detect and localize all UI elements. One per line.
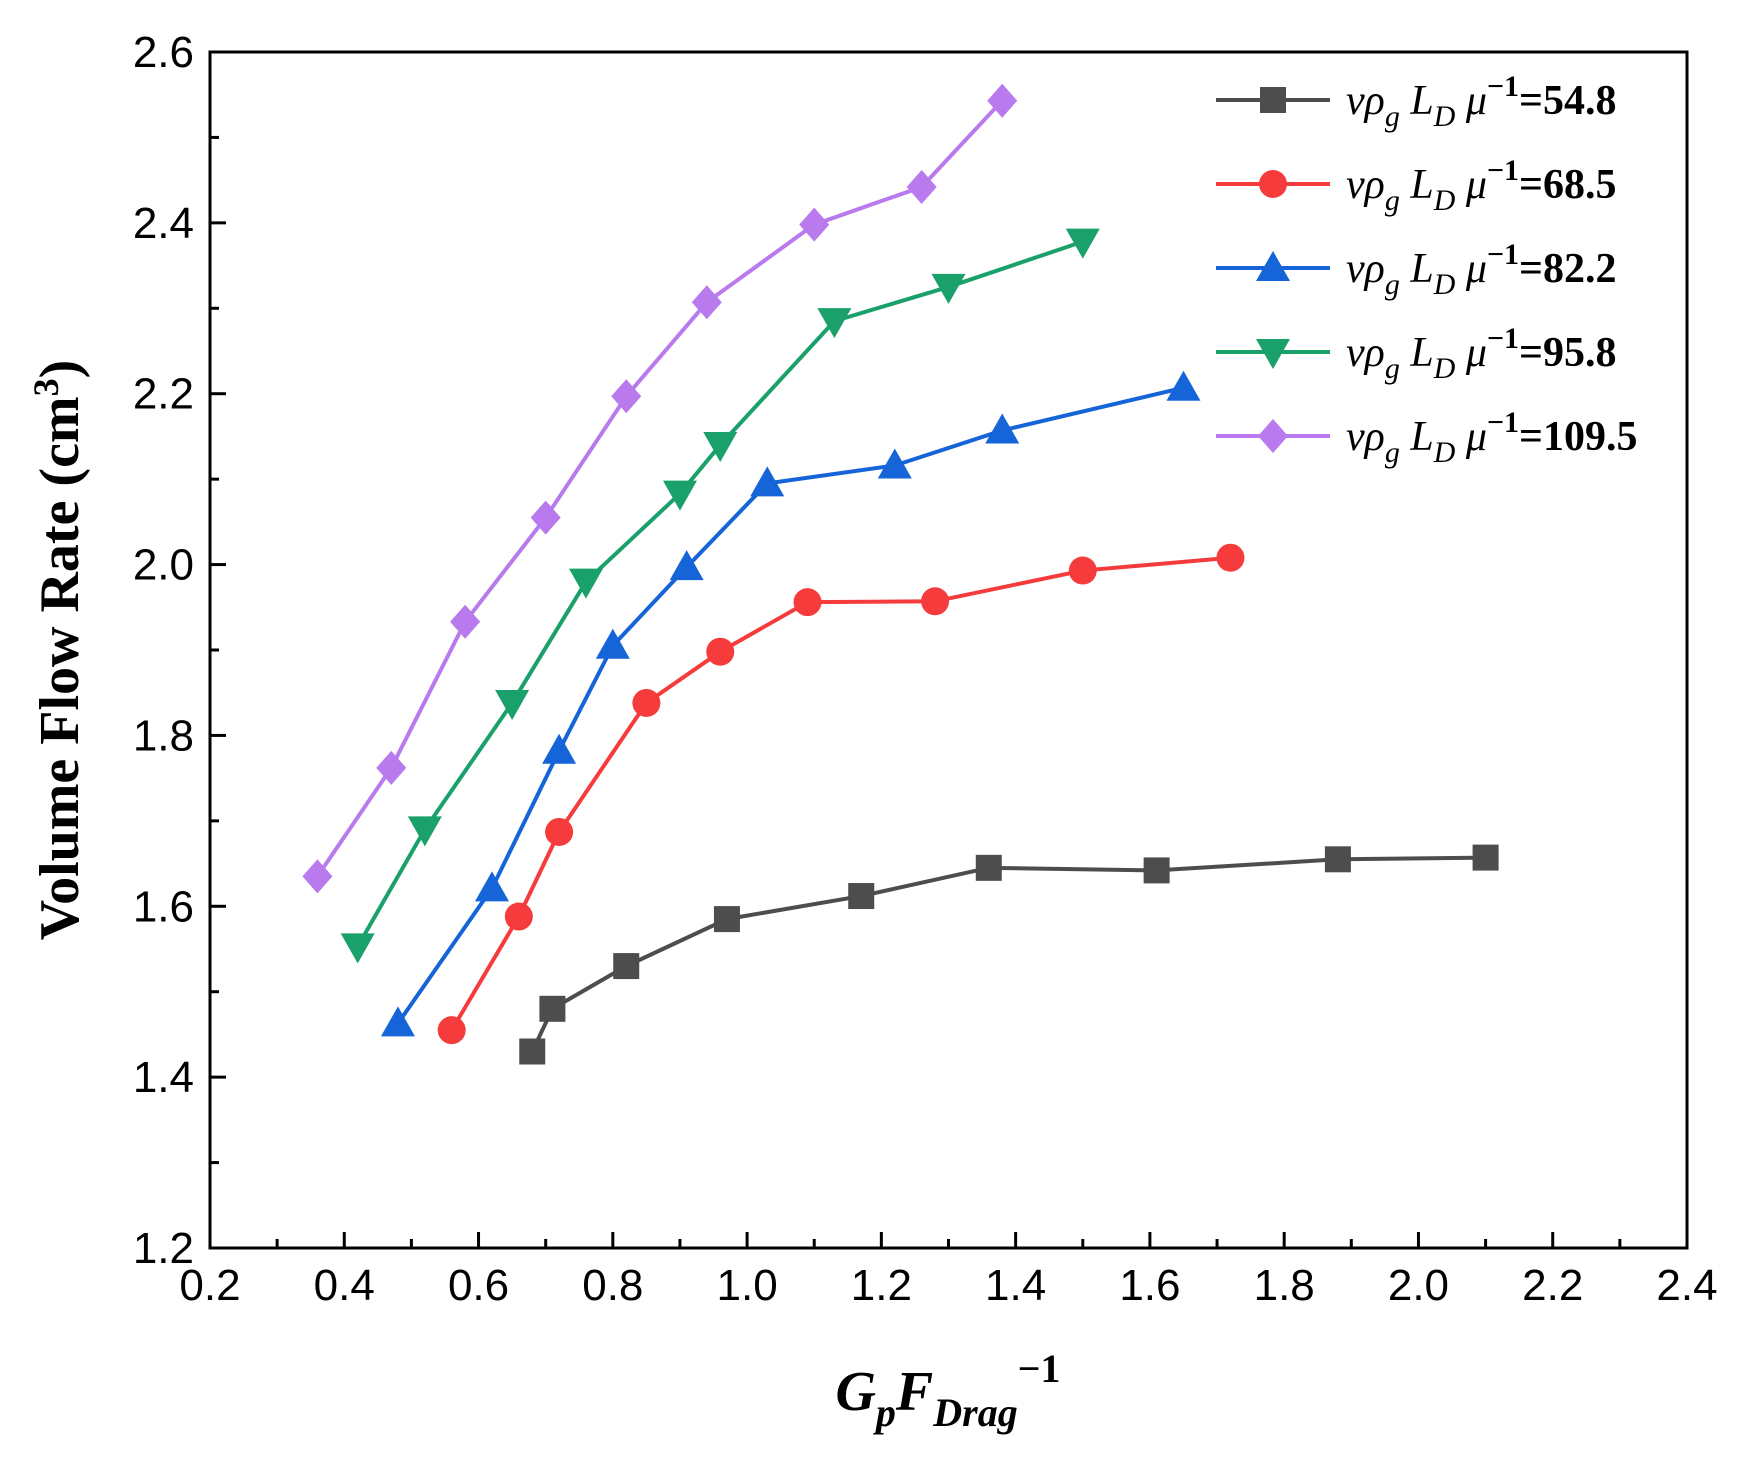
x-tick-label: 2.4 (1656, 1261, 1717, 1310)
series-line (449, 555, 1231, 1032)
data-point (376, 750, 407, 785)
data-point (1472, 844, 1499, 871)
x-tick-label: 0.8 (582, 1261, 643, 1310)
data-point (931, 273, 966, 304)
y-tick-labels: 1.2 1.4 1.6 1.8 2.0 2.2 2.4 2.6 (133, 28, 194, 1273)
series-line (530, 855, 1486, 1053)
data-point (539, 995, 566, 1022)
data-point (613, 953, 640, 980)
data-point (542, 733, 577, 764)
y-tick-label: 2.0 (133, 541, 194, 590)
data-point (530, 500, 561, 535)
y-tick-label: 2.4 (133, 199, 194, 248)
legend-label: vρg LD μ−1=109.5 (1346, 406, 1637, 469)
data-point (906, 169, 937, 204)
legend-item: vρg LD μ−1=109.5 (1216, 406, 1637, 469)
data-point (437, 1016, 466, 1045)
legend-item: vρg LD μ−1=95.8 (1216, 322, 1616, 385)
legend-item: vρg LD μ−1=68.5 (1216, 154, 1616, 217)
x-tick-label: 0.6 (448, 1261, 509, 1310)
x-tick-label: 0.2 (179, 1261, 240, 1310)
series-54.8 (519, 844, 1499, 1065)
data-point (799, 207, 830, 242)
data-point (407, 816, 442, 847)
data-point (1065, 228, 1100, 259)
data-point (1143, 857, 1170, 884)
data-point (750, 466, 785, 497)
data-point (495, 689, 530, 720)
data-point (662, 480, 697, 511)
x-axis-title: GpFDrag−1 (835, 1346, 1060, 1435)
data-point (380, 1006, 415, 1037)
plot-frame (208, 50, 1689, 1250)
x-tick-labels: 0.2 0.4 0.6 0.8 1.0 1.2 1.4 1.6 1.8 2.0 2.2 2.4 (179, 1261, 1717, 1310)
data-point (1166, 370, 1201, 401)
legend-marker (1260, 87, 1286, 113)
x-tick-label: 1.0 (717, 1261, 778, 1310)
x-tick-label: 1.2 (851, 1261, 912, 1310)
y-tick-label: 2.6 (133, 28, 194, 77)
series-95.8 (340, 228, 1100, 964)
y-tick-label: 1.8 (133, 711, 194, 760)
series-group (302, 83, 1499, 1065)
data-point (474, 871, 509, 902)
legend-item: vρg LD μ−1=54.8 (1216, 70, 1616, 133)
data-point (817, 308, 852, 339)
data-point (519, 1038, 546, 1065)
data-point (595, 628, 630, 659)
legend-marker (1258, 419, 1288, 453)
data-point (504, 902, 533, 931)
data-point (1324, 846, 1351, 873)
data-point (632, 688, 661, 717)
data-point (713, 906, 740, 933)
legend-marker (1256, 251, 1290, 281)
series-82.2 (380, 370, 1201, 1037)
data-point (691, 285, 722, 320)
legend-item: vρg LD μ−1=82.2 (1216, 238, 1616, 301)
data-point (302, 859, 333, 894)
x-tick-label: 1.6 (1119, 1261, 1180, 1310)
x-tick-label: 1.4 (985, 1261, 1046, 1310)
data-point (450, 604, 481, 639)
data-point (877, 448, 912, 479)
data-point (848, 883, 875, 910)
series-109.5 (302, 83, 1018, 894)
y-tick-label: 1.2 (133, 1224, 194, 1273)
data-point (987, 83, 1018, 118)
x-tick-label: 0.4 (314, 1261, 375, 1310)
data-point (793, 588, 822, 617)
data-point (545, 817, 574, 846)
data-point (975, 854, 1002, 881)
data-point (1216, 543, 1245, 572)
data-point (669, 550, 704, 581)
legend-marker (1259, 170, 1287, 198)
data-point (611, 379, 642, 414)
data-point (340, 933, 375, 964)
series-68.5 (437, 543, 1245, 1045)
series-line (315, 99, 1004, 878)
legend-marker (1256, 339, 1290, 369)
data-point (706, 637, 735, 666)
legend-label: vρg LD μ−1=54.8 (1346, 70, 1616, 133)
x-tick-label: 2.2 (1522, 1261, 1583, 1310)
legend-label: vρg LD μ−1=68.5 (1346, 154, 1616, 217)
data-point (985, 413, 1020, 444)
legend-label: vρg LD μ−1=95.8 (1346, 322, 1616, 385)
y-tick-label: 2.2 (133, 370, 194, 419)
axis-ticks (208, 50, 1689, 1250)
legend-label: vρg LD μ−1=82.2 (1346, 238, 1616, 301)
data-point (568, 568, 603, 599)
data-point (1068, 556, 1097, 585)
legend: vρg LD μ−1=54.8 vρg LD μ−1=68.5 vρg LD μ−1… (1216, 70, 1637, 469)
y-tick-label: 1.6 (133, 882, 194, 931)
x-tick-label: 2.0 (1388, 1261, 1449, 1310)
x-tick-label: 1.8 (1254, 1261, 1315, 1310)
y-tick-label: 1.4 (133, 1053, 194, 1102)
data-point (703, 431, 738, 462)
data-point (921, 587, 950, 616)
y-axis-title: Volume Flow Rate (cm3) (26, 360, 91, 940)
